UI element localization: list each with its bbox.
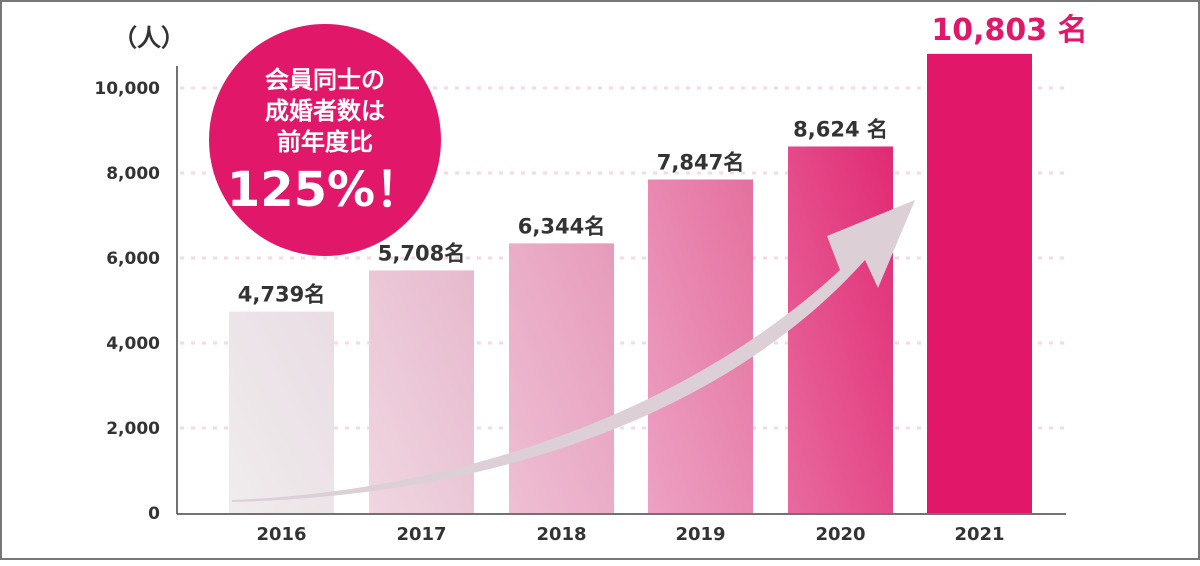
growth-arrow <box>232 200 915 502</box>
data-label: 10,803 名 <box>931 13 1087 48</box>
badge-highlight: 125%！ <box>227 162 423 218</box>
x-tick-label: 2016 <box>256 524 306 545</box>
data-label: 7,847名 <box>657 151 744 175</box>
y-tick-label: 6,000 <box>106 249 160 269</box>
x-tick-label: 2021 <box>954 524 1004 545</box>
data-label: 4,739名 <box>238 283 325 307</box>
bar-2016 <box>229 311 334 513</box>
y-tick-label: 4,000 <box>106 334 160 354</box>
badge-circle <box>209 24 441 256</box>
badge-line-2: 成婚者数は <box>265 97 385 125</box>
y-axis-unit: （人） <box>113 24 185 52</box>
bar-2019 <box>648 179 753 513</box>
y-tick-label: 2,000 <box>106 419 160 439</box>
y-tick-label: 0 <box>148 504 160 524</box>
bar-2021 <box>927 53 1032 514</box>
data-label: 5,708名 <box>378 241 465 265</box>
badge-line-1: 会員同士の <box>265 66 385 94</box>
badge-line-3: 前年度比 <box>277 128 373 156</box>
annotation-badge: 会員同士の 成婚者数は 前年度比 125%！ <box>209 24 441 256</box>
x-tick-label: 2019 <box>675 524 725 545</box>
x-tick-label: 2017 <box>396 524 446 545</box>
data-label: 6,344名 <box>518 214 605 238</box>
x-tick-label: 2018 <box>536 524 586 545</box>
bar-2018 <box>509 243 614 513</box>
bar-2020 <box>788 146 893 514</box>
y-tick-label: 8,000 <box>106 164 160 184</box>
x-tick-label: 2020 <box>815 524 865 545</box>
y-tick-label: 10,000 <box>94 79 160 99</box>
data-label: 8,624 名 <box>793 117 888 141</box>
